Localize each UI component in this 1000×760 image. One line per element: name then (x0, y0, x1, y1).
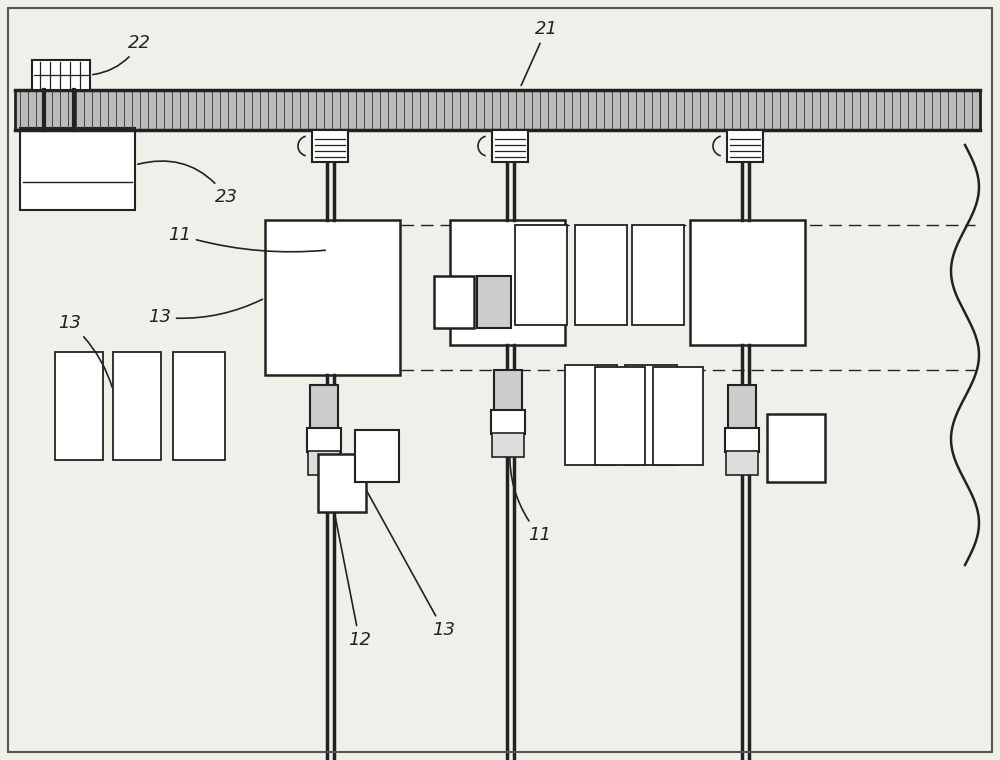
Bar (312, 130, 348, 162)
Bar (492, 130, 528, 162)
Bar (726, 451, 758, 475)
Bar (728, 385, 756, 430)
Bar (307, 428, 341, 452)
Bar (32, 60, 90, 90)
Bar (632, 225, 684, 325)
Text: 22: 22 (93, 34, 151, 74)
Text: 21: 21 (521, 20, 558, 85)
Bar (494, 370, 522, 412)
Bar (310, 385, 338, 430)
Bar (113, 352, 161, 460)
Bar (767, 414, 825, 482)
Bar (690, 220, 805, 345)
Bar (434, 276, 474, 328)
Bar (727, 130, 763, 162)
Bar (565, 365, 617, 465)
Text: 13: 13 (359, 477, 455, 639)
Text: 13: 13 (148, 299, 263, 326)
Bar (491, 410, 525, 434)
Bar (15, 90, 980, 130)
Bar (575, 225, 627, 325)
Text: 13: 13 (58, 314, 112, 388)
Bar (492, 433, 524, 457)
Bar (595, 367, 645, 465)
Bar (55, 352, 103, 460)
Bar (625, 365, 677, 465)
Bar (308, 451, 340, 475)
Bar (20, 128, 135, 210)
Text: 11: 11 (510, 451, 551, 544)
Text: 23: 23 (138, 161, 238, 206)
Bar (515, 225, 567, 325)
Text: 11: 11 (168, 226, 325, 252)
Bar (653, 367, 703, 465)
Bar (477, 276, 511, 328)
Text: 12: 12 (331, 492, 371, 649)
Bar (450, 220, 565, 345)
Bar (318, 454, 366, 512)
Bar (355, 430, 399, 482)
Bar (265, 220, 400, 375)
Bar (725, 428, 759, 452)
Bar (173, 352, 225, 460)
